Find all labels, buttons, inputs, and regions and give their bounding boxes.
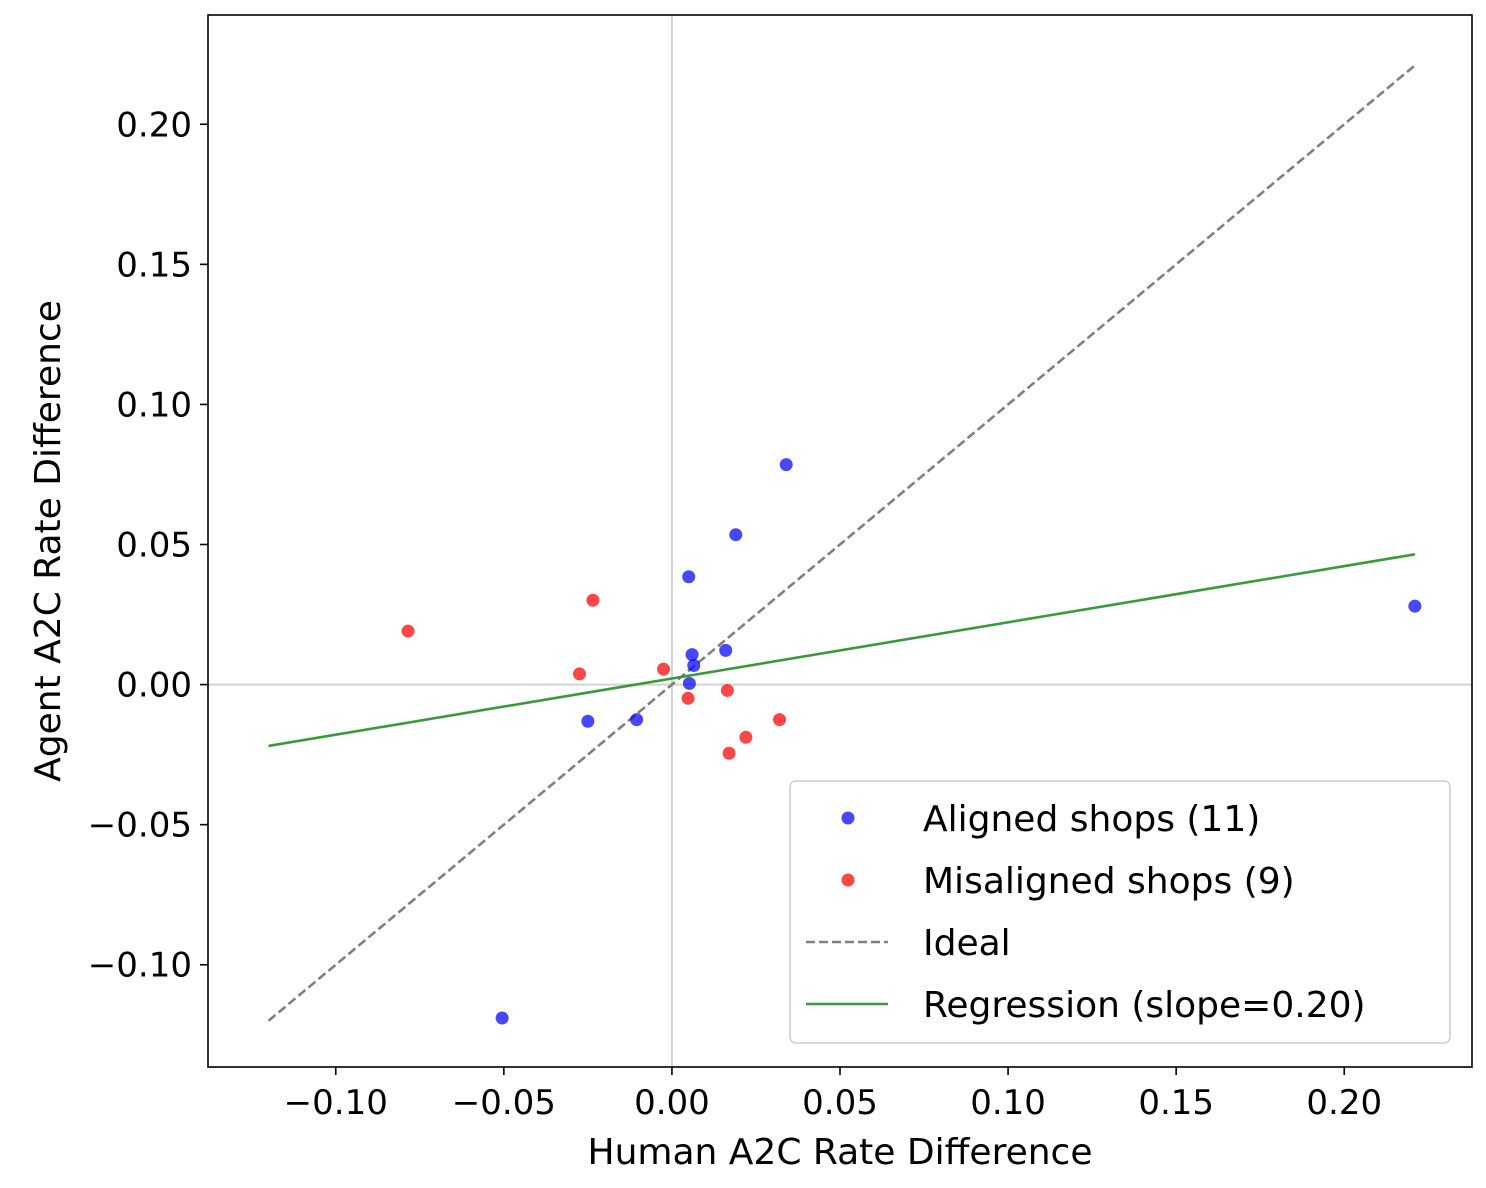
misaligned-point xyxy=(739,730,753,744)
aligned-point xyxy=(682,676,696,690)
y-axis-label: Agent A2C Rate Difference xyxy=(28,300,69,782)
x-tick-label: −0.10 xyxy=(284,1083,388,1123)
y-tick-label: −0.10 xyxy=(88,946,192,986)
legend-box xyxy=(789,780,1451,1044)
x-tick-label: 0.00 xyxy=(634,1083,710,1123)
aligned-point xyxy=(682,570,696,584)
aligned-point xyxy=(630,713,644,727)
y-tick-label: 0.00 xyxy=(116,666,192,706)
aligned-point xyxy=(581,714,595,728)
x-tick-label: 0.05 xyxy=(802,1083,878,1123)
y-axis-ticks: −0.10 −0.05 0.00 0.05 0.10 0.15 0.20 xyxy=(88,105,208,986)
misaligned-point xyxy=(722,746,736,760)
aligned-point xyxy=(729,528,743,542)
legend-marker-misaligned xyxy=(841,873,855,887)
misaligned-point xyxy=(772,713,786,727)
trend-lines xyxy=(267,64,1416,1022)
reference-lines xyxy=(208,15,1472,1067)
x-tick-label: 0.15 xyxy=(1138,1083,1214,1123)
misaligned-point xyxy=(572,667,586,681)
x-axis-ticks: −0.10 −0.05 0.00 0.05 0.10 0.15 0.20 xyxy=(284,1067,1382,1123)
misaligned-point xyxy=(681,691,695,705)
x-tick-label: 0.10 xyxy=(970,1083,1046,1123)
ideal-line xyxy=(267,64,1416,1022)
aligned-point xyxy=(719,643,733,657)
x-tick-label: 0.20 xyxy=(1306,1083,1382,1123)
legend: Aligned shops (11) Misaligned shops (9) Id… xyxy=(789,780,1451,1044)
y-tick-label: −0.05 xyxy=(88,806,192,846)
aligned-point xyxy=(685,648,699,662)
misaligned-point xyxy=(586,593,600,607)
aligned-point xyxy=(687,659,701,673)
legend-label: Regression (slope=0.20) xyxy=(923,985,1366,1026)
aligned-point xyxy=(1408,599,1422,613)
misaligned-point xyxy=(657,662,671,676)
y-tick-label: 0.05 xyxy=(116,526,192,566)
aligned-point xyxy=(779,458,793,472)
y-tick-label: 0.20 xyxy=(116,105,192,145)
legend-marker-aligned xyxy=(841,811,855,825)
misaligned-point xyxy=(720,683,734,697)
y-tick-label: 0.10 xyxy=(116,385,192,425)
aligned-point xyxy=(495,1011,509,1025)
legend-label: Aligned shops (11) xyxy=(923,799,1260,840)
legend-label: Misaligned shops (9) xyxy=(923,861,1295,902)
x-tick-label: −0.05 xyxy=(452,1083,556,1123)
legend-label: Ideal xyxy=(923,923,1011,964)
data-points xyxy=(401,458,1422,1025)
y-tick-label: 0.15 xyxy=(116,245,192,285)
x-axis-label: Human A2C Rate Difference xyxy=(588,1132,1093,1173)
misaligned-point xyxy=(401,624,415,638)
regression-line xyxy=(268,553,1416,748)
